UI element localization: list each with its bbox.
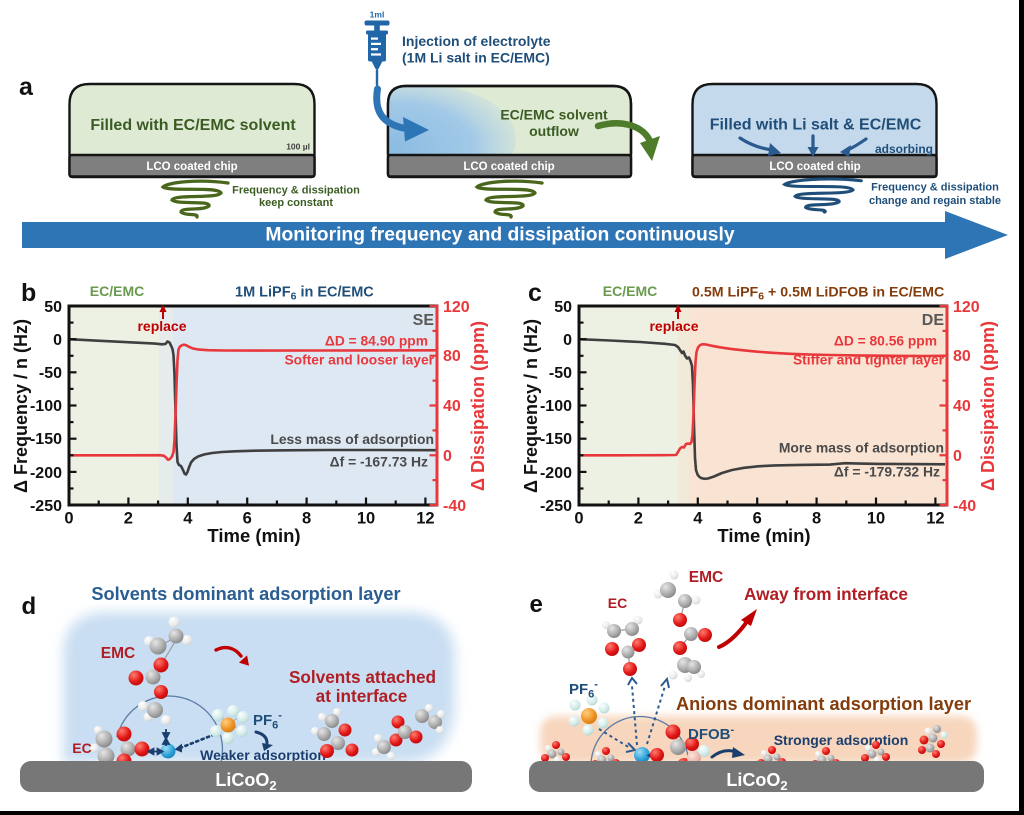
svg-text:EMC: EMC (101, 645, 135, 662)
svg-text:1ml: 1ml (370, 10, 385, 20)
svg-text:Δ Frequency / n (Hz): Δ Frequency / n (Hz) (521, 319, 541, 493)
svg-text:0: 0 (574, 510, 583, 528)
svg-text:40: 40 (443, 398, 461, 415)
svg-text:Solvents dominant adsorption l: Solvents dominant adsorption layer (91, 584, 400, 604)
svg-text:80: 80 (443, 348, 461, 365)
svg-text:More mass of adsorption: More mass of adsorption (779, 440, 944, 456)
svg-text:Less mass of adsorption: Less mass of adsorption (270, 431, 434, 447)
svg-text:EC/EMC solvent: EC/EMC solvent (500, 107, 608, 123)
svg-text:Frequency & dissipation: Frequency & dissipation (232, 185, 360, 197)
svg-text:-150: -150 (540, 431, 572, 448)
svg-text:12: 12 (926, 510, 944, 528)
svg-text:-100: -100 (540, 398, 572, 415)
svg-text:EC: EC (72, 740, 91, 756)
svg-text:-100: -100 (30, 398, 62, 415)
svg-text:120: 120 (953, 299, 980, 316)
svg-text:Stronger adsorption: Stronger adsorption (774, 732, 909, 748)
svg-text:b: b (21, 279, 36, 307)
svg-text:LCO coated chip: LCO coated chip (146, 161, 237, 173)
svg-text:Weaker adsorption: Weaker adsorption (200, 747, 326, 763)
svg-text:50: 50 (44, 299, 62, 316)
svg-text:EC/EMC: EC/EMC (90, 283, 144, 299)
svg-text:DE: DE (922, 312, 945, 329)
svg-text:4: 4 (183, 510, 193, 528)
svg-text:Monitoring frequency and dissi: Monitoring frequency and dissipation con… (265, 225, 734, 246)
svg-text:change and regain stable: change and regain stable (869, 195, 1001, 207)
svg-text:replace: replace (649, 318, 698, 334)
svg-text:Δ Dissipation (ppm): Δ Dissipation (ppm) (978, 321, 998, 491)
svg-text:2: 2 (124, 510, 133, 528)
svg-text:EMC: EMC (689, 569, 723, 586)
svg-text:-40: -40 (953, 498, 976, 515)
svg-text:e: e (530, 591, 543, 618)
svg-text:40: 40 (953, 398, 971, 415)
svg-text:120: 120 (443, 299, 470, 316)
svg-text:at interface: at interface (316, 686, 408, 706)
svg-text:1M LiPF6 in EC/EMC: 1M LiPF6 in EC/EMC (235, 285, 374, 303)
svg-text:10: 10 (357, 510, 375, 528)
svg-text:50: 50 (554, 299, 572, 316)
svg-text:-40: -40 (443, 498, 466, 515)
svg-text:0: 0 (563, 332, 572, 349)
svg-text:4: 4 (693, 510, 703, 528)
svg-text:-200: -200 (30, 465, 62, 482)
svg-text:100 µl: 100 µl (286, 142, 310, 152)
svg-text:c: c (528, 279, 542, 307)
svg-text:EC: EC (608, 595, 627, 611)
svg-text:LCO coated chip: LCO coated chip (463, 161, 554, 173)
svg-text:Stiffer and tighter layer: Stiffer and tighter layer (793, 353, 945, 368)
svg-text:outflow: outflow (529, 123, 579, 139)
svg-text:Δ Frequency / n (Hz): Δ Frequency / n (Hz) (11, 319, 31, 493)
svg-text:replace: replace (137, 318, 186, 334)
svg-text:Time (min): Time (min) (207, 525, 300, 546)
svg-text:10: 10 (867, 510, 885, 528)
svg-text:2: 2 (634, 510, 643, 528)
svg-text:a: a (19, 73, 34, 101)
svg-text:0: 0 (443, 448, 452, 465)
svg-text:LiCoO2: LiCoO2 (215, 770, 276, 793)
svg-text:Filled with Li salt & EC/EMC: Filled with Li salt & EC/EMC (710, 117, 922, 134)
svg-text:0.5M LiPF6 + 0.5M LiDFOB in EC: 0.5M LiPF6 + 0.5M LiDFOB in EC/EMC (692, 285, 944, 303)
svg-text:ΔD = 84.90 ppm: ΔD = 84.90 ppm (325, 334, 428, 349)
svg-text:6: 6 (753, 510, 762, 528)
svg-text:-50: -50 (39, 365, 62, 382)
svg-text:adsorbing: adsorbing (875, 142, 933, 156)
svg-text:80: 80 (953, 348, 971, 365)
svg-text:Away from interface: Away from interface (744, 584, 908, 604)
svg-text:-250: -250 (540, 498, 572, 515)
svg-text:EC/EMC: EC/EMC (603, 283, 657, 299)
svg-text:ΔD = 80.56 ppm: ΔD = 80.56 ppm (834, 334, 937, 349)
svg-text:8: 8 (812, 510, 821, 528)
svg-text:-150: -150 (30, 431, 62, 448)
svg-text:Softer and looser layer: Softer and looser layer (284, 353, 434, 368)
svg-text:-200: -200 (540, 465, 572, 482)
svg-text:-50: -50 (549, 365, 572, 382)
svg-text:0: 0 (953, 448, 962, 465)
svg-text:DFOB-: DFOB- (688, 724, 735, 743)
svg-text:0: 0 (53, 332, 62, 349)
svg-text:Anions dominant adsorption lay: Anions dominant adsorption layer (676, 694, 971, 714)
svg-text:(1M Li salt in EC/EMC): (1M Li salt in EC/EMC) (402, 50, 550, 66)
svg-text:Δ Dissipation (ppm): Δ Dissipation (ppm) (468, 321, 488, 491)
svg-text:8: 8 (302, 510, 311, 528)
svg-text:keep constant: keep constant (259, 197, 333, 209)
svg-text:Δf = -167.73 Hz: Δf = -167.73 Hz (330, 454, 428, 470)
svg-text:PF6-: PF6- (569, 679, 598, 701)
svg-text:6: 6 (243, 510, 252, 528)
svg-text:PF6-: PF6- (253, 710, 282, 732)
svg-text:LCO coated chip: LCO coated chip (769, 161, 860, 173)
svg-text:Filled with EC/EMC solvent: Filled with EC/EMC solvent (90, 117, 296, 134)
svg-text:Solvents attached: Solvents attached (289, 667, 436, 687)
svg-text:12: 12 (416, 510, 434, 528)
svg-text:0: 0 (64, 510, 73, 528)
svg-text:Frequency & dissipation: Frequency & dissipation (871, 182, 999, 194)
svg-text:Injection of electrolyte: Injection of electrolyte (402, 33, 551, 49)
svg-text:Δf = -179.732 Hz: Δf = -179.732 Hz (834, 464, 940, 480)
svg-text:SE: SE (413, 312, 435, 329)
svg-text:LiCoO2: LiCoO2 (726, 770, 787, 793)
svg-text:Time (min): Time (min) (717, 525, 810, 546)
svg-text:d: d (22, 593, 37, 620)
svg-text:-250: -250 (30, 498, 62, 515)
